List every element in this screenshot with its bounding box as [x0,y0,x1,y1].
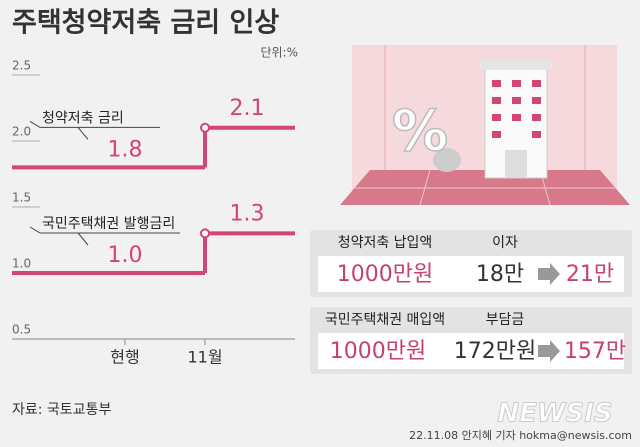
svg-text:%: % [392,99,448,164]
panel-amount: 1000만원 [330,339,426,364]
y-tick-label: 1.5 [12,191,31,205]
credit: 22.11.08 안지혜 기자 hokma@newsis.com [409,429,632,442]
panel-before: 172만원 [454,339,536,364]
panel-header: 부담금 [486,312,525,328]
panel-after: 21만 [566,262,614,287]
legend-leader [29,226,180,234]
legend-pointer [77,232,89,246]
panels [310,230,632,374]
step-point [200,228,210,239]
y-tick-label: 1.0 [12,257,31,271]
data-label: 1.3 [230,201,265,226]
step-point [200,122,210,133]
legend-pointer [77,127,89,140]
panel-after: 157만 [564,339,626,364]
data-label: 2.1 [230,96,265,121]
title: 주택청약저축 금리 인상 [12,8,279,39]
x-tick-label: 현행 [110,348,139,367]
panel-before: 18만 [476,262,524,287]
panel-header: 청약저축 납입액 [338,235,433,251]
data-label: 1.0 [108,243,143,268]
y-tick-label: 0.5 [12,323,31,337]
legend-label: 국민주택채권 발행금리 [42,216,175,232]
x-tick-label: 11월 [187,348,222,367]
watermark: NEWSIS [497,399,612,429]
y-tick-label: 2.5 [12,59,31,73]
y-tick-label: 2.0 [12,125,31,139]
unit: 단위:% [260,46,298,60]
panel-header: 이자 [492,235,518,251]
panel-header: 국민주택채권 매입액 [325,312,445,328]
panel-amount: 1000만원 [337,262,433,287]
source: 자료: 국토교통부 [12,402,111,418]
illustration: % [340,45,630,206]
data-label: 1.8 [108,137,143,162]
legend-leader [29,120,160,128]
legend-label: 청약저축 금리 [42,110,124,126]
